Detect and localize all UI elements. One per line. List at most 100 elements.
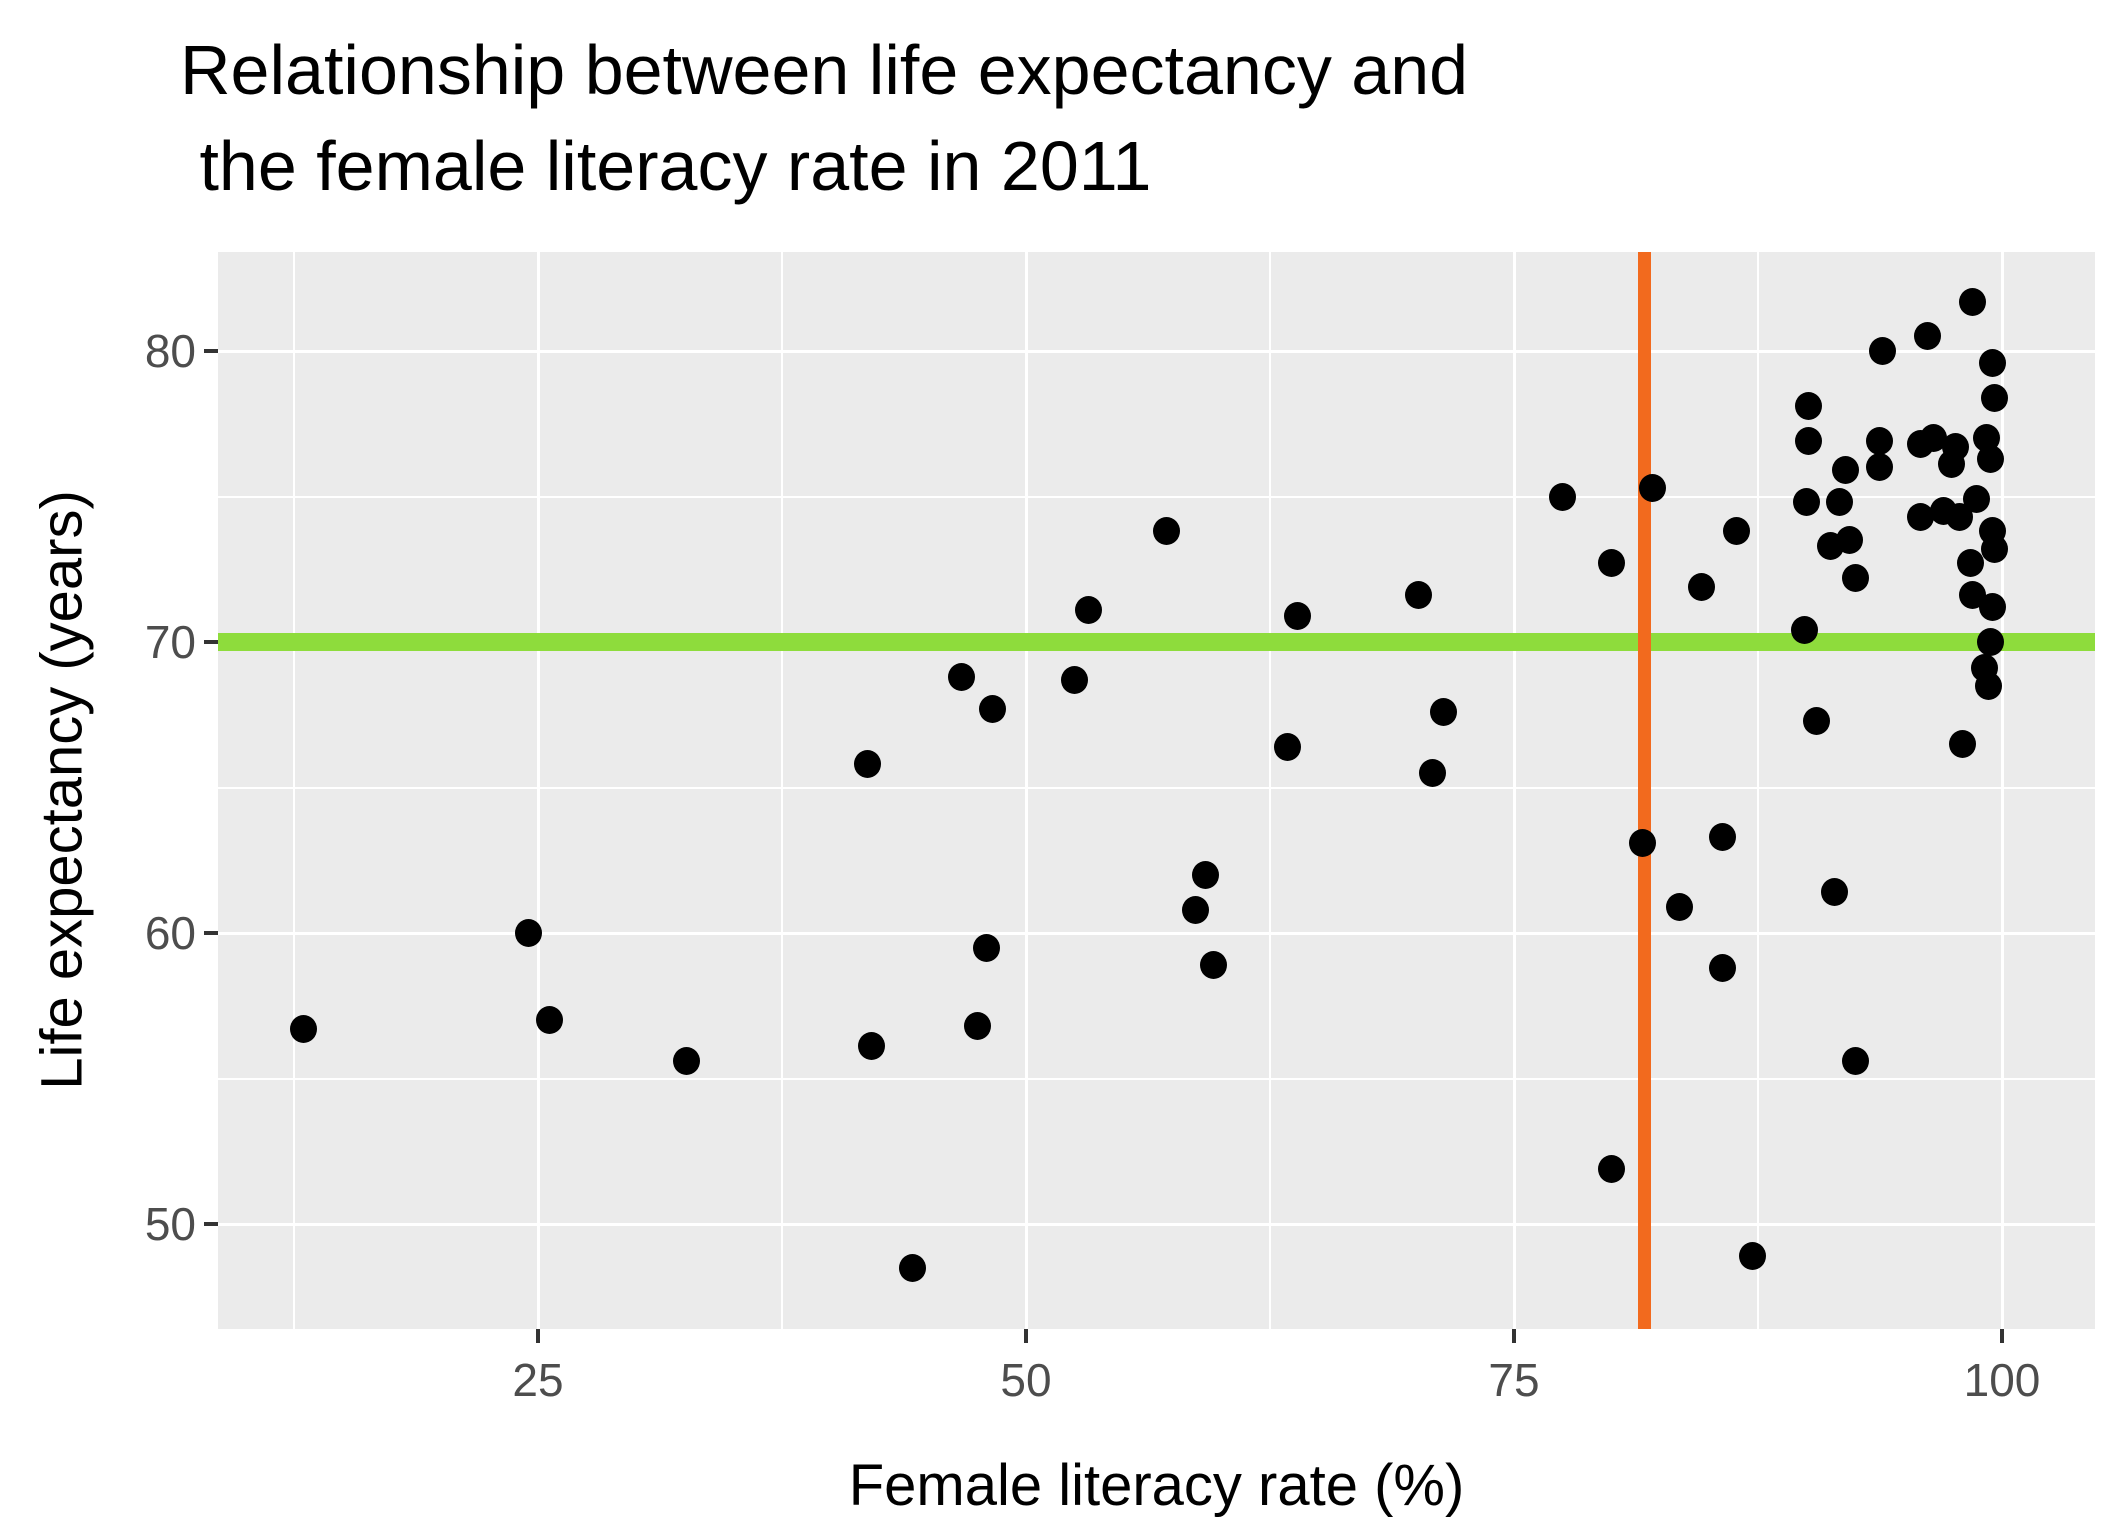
x-minor-gridline [781, 252, 783, 1329]
data-point [1153, 517, 1181, 546]
y-minor-gridline [218, 1077, 2095, 1080]
data-point [1842, 1047, 1870, 1076]
data-point [1976, 444, 2004, 473]
data-point [1404, 581, 1432, 610]
data-point [1865, 453, 1893, 482]
x-tick-label: 25 [512, 1354, 564, 1406]
data-point [290, 1015, 318, 1044]
x-major-gridline [1024, 252, 1028, 1329]
x-minor-gridline [293, 252, 295, 1329]
reference-hline-70 [218, 633, 2095, 651]
data-point [1820, 878, 1848, 907]
data-point [1666, 892, 1694, 921]
x-major-gridline [1512, 252, 1516, 1329]
data-point [1836, 526, 1864, 555]
data-point [948, 662, 976, 691]
y-tick-label: 70 [144, 616, 196, 668]
y-tick-label: 60 [144, 907, 196, 959]
y-tick-mark [204, 931, 218, 935]
x-minor-gridline [1757, 252, 1759, 1329]
data-point [1061, 665, 1089, 694]
y-tick-label: 50 [144, 1198, 196, 1250]
data-point [1709, 953, 1737, 982]
data-point [1941, 433, 1969, 462]
data-point [1795, 392, 1823, 421]
data-point [973, 933, 1001, 962]
data-point [1980, 534, 2008, 563]
data-point [1803, 706, 1831, 735]
data-point [1978, 593, 2006, 622]
y-tick-mark [204, 349, 218, 353]
plot-panel [218, 252, 2095, 1329]
data-point [1274, 732, 1302, 761]
data-point [1980, 383, 2008, 412]
x-major-gridline [2000, 252, 2004, 1329]
y-major-gridline [218, 1222, 2095, 1226]
data-point [1832, 456, 1860, 485]
data-point [1906, 502, 1934, 531]
data-point [1974, 671, 2002, 700]
x-axis-title: Female literacy rate (%) [848, 1453, 1465, 1518]
x-tick-label: 100 [1963, 1354, 2041, 1406]
data-point [1549, 482, 1577, 511]
y-tick-mark [204, 640, 218, 644]
data-point [1182, 895, 1210, 924]
data-point [1959, 287, 1987, 316]
y-tick-mark [204, 1222, 218, 1226]
data-point [1791, 616, 1819, 645]
data-point [1629, 828, 1657, 857]
data-point [858, 1032, 886, 1061]
data-point [963, 1012, 991, 1041]
x-tick-mark [1512, 1329, 1516, 1343]
data-point [1795, 427, 1823, 456]
data-point [1598, 549, 1626, 578]
data-point [514, 919, 542, 947]
data-point [1192, 860, 1220, 889]
y-major-gridline [218, 349, 2095, 353]
data-point [1957, 549, 1985, 578]
x-minor-gridline [1269, 252, 1271, 1329]
data-point [899, 1253, 927, 1282]
data-point [1949, 729, 1977, 758]
x-tick-mark [1024, 1329, 1028, 1343]
data-point [1430, 697, 1458, 726]
data-point [1869, 337, 1897, 365]
data-point [1738, 1242, 1766, 1270]
data-point [1914, 322, 1942, 351]
data-point [1199, 951, 1227, 979]
x-tick-label: 50 [1000, 1354, 1052, 1406]
y-axis-title: Life expectancy (years) [29, 490, 95, 1090]
data-point [1639, 473, 1667, 502]
data-point [1709, 822, 1737, 851]
plot-title: Relationship between life expectancy and… [180, 22, 1468, 214]
x-tick-mark [536, 1329, 540, 1343]
data-point [1976, 628, 2004, 656]
data-point [1826, 488, 1854, 517]
y-minor-gridline [218, 786, 2095, 789]
data-point [536, 1006, 564, 1035]
y-major-gridline [218, 931, 2095, 935]
y-tick-label: 80 [144, 325, 196, 377]
x-tick-label: 75 [1488, 1354, 1540, 1406]
plot-title-line1: Relationship between life expectancy and [180, 31, 1469, 109]
data-point [1598, 1154, 1626, 1183]
reference-vline-literacy [1638, 252, 1652, 1329]
data-point [1793, 488, 1821, 517]
data-point [1723, 517, 1751, 546]
plot-title-line2: the female literacy rate in 2011 [180, 127, 1152, 205]
data-point [979, 694, 1007, 723]
data-point [1865, 427, 1893, 456]
data-point [1978, 348, 2006, 377]
data-point [672, 1047, 700, 1076]
x-major-gridline [536, 252, 540, 1329]
data-point [1687, 572, 1715, 601]
data-point [854, 750, 882, 779]
data-point [1074, 595, 1102, 624]
x-tick-mark [2000, 1329, 2004, 1343]
y-minor-gridline [218, 495, 2095, 498]
data-point [1963, 485, 1991, 514]
data-point [1418, 758, 1446, 787]
data-point [1283, 601, 1311, 630]
data-point [1842, 563, 1870, 592]
